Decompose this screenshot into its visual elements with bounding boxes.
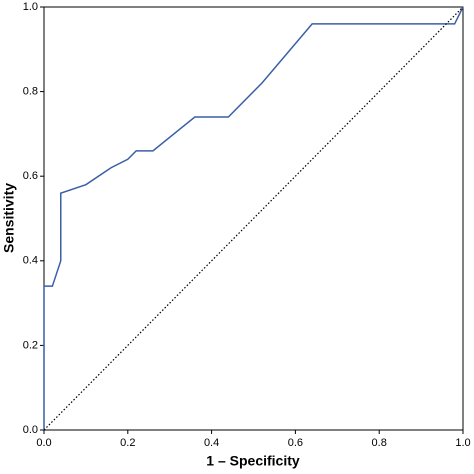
x-tick-label: 0.2 bbox=[120, 437, 135, 449]
x-axis-title: 1 – Specificity bbox=[206, 453, 300, 469]
y-axis-title: Sensitivity bbox=[1, 183, 17, 253]
x-tick-label: 0.0 bbox=[36, 437, 51, 449]
roc-line bbox=[43, 6, 464, 431]
x-tick-label: 0.8 bbox=[372, 437, 387, 449]
y-tick-label: 0.8 bbox=[23, 86, 38, 98]
y-tick-label: 0.0 bbox=[23, 424, 38, 436]
y-tick-label: 0.6 bbox=[23, 170, 38, 182]
y-tick-label: 1.0 bbox=[23, 1, 38, 13]
x-tick-label: 0.4 bbox=[204, 437, 219, 449]
roc-line bbox=[43, 6, 464, 430]
y-tick-label: 0.4 bbox=[23, 255, 38, 267]
plot-frame bbox=[43, 6, 464, 431]
x-tick-label: 0.6 bbox=[288, 437, 303, 449]
x-tick-label: 1.0 bbox=[455, 437, 470, 449]
y-tick-label: 0.2 bbox=[23, 339, 38, 351]
